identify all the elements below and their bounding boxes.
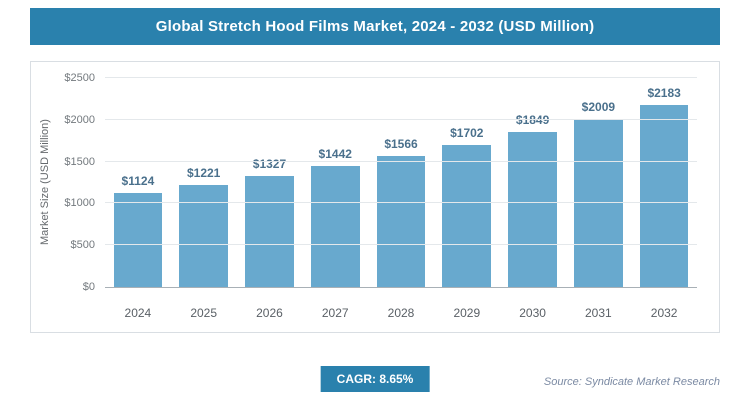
bar-cell: $2009 xyxy=(565,78,631,287)
x-tick-label: 2024 xyxy=(124,306,152,320)
gridline xyxy=(105,244,697,246)
bar-value-label: $1702 xyxy=(450,125,484,140)
y-tick-label: $2500 xyxy=(64,72,95,84)
bar-value-label: $2009 xyxy=(581,100,616,115)
bar-2025 xyxy=(179,184,228,287)
gridline xyxy=(105,202,697,204)
bar-value-label: $1849 xyxy=(515,113,550,128)
x-tick-label: 2030 xyxy=(519,306,546,320)
source-text: Source: Syndicate Market Research xyxy=(543,376,720,388)
chart-frame: Market Size (USD Million) $1124 $1221 $132… xyxy=(30,61,720,333)
gridline xyxy=(105,160,697,162)
cagr-badge: CAGR: 8.65% xyxy=(320,366,430,392)
bar-cell: $1124 xyxy=(105,78,171,287)
bar-value-label: $1221 xyxy=(186,165,221,180)
bar-2024 xyxy=(113,193,163,287)
y-tick-label: $0 xyxy=(82,281,95,293)
bar-2028 xyxy=(376,156,426,287)
x-tick-label: 2028 xyxy=(387,306,415,320)
gridline xyxy=(105,77,697,78)
bar-cell: $1702 xyxy=(434,78,500,287)
x-tick-label: 2026 xyxy=(256,306,283,320)
bar-value-label: $1124 xyxy=(121,174,155,189)
y-tick-label: $1500 xyxy=(64,155,95,168)
bar-cell: $1442 xyxy=(302,78,368,287)
bar-value-label: $1566 xyxy=(384,137,418,152)
x-tick-label: 2025 xyxy=(190,306,218,320)
bars-container: $1124 $1221 $1327 $1442 $1566 $1702 $1849 $2009… xyxy=(105,78,697,287)
bar-value-label: $1442 xyxy=(318,147,352,162)
x-axis-labels: 2024 2025 2026 2027 2028 2029 2030 2031 2032 xyxy=(105,306,697,320)
bar-cell: $1221 xyxy=(171,78,237,287)
bar-2032 xyxy=(639,104,689,287)
y-tick-label: $1000 xyxy=(64,197,95,210)
x-tick-label: 2031 xyxy=(585,306,612,320)
chart-title: Global Stretch Hood Films Market, 2024 -… xyxy=(155,18,595,35)
bar-value-label: $1327 xyxy=(252,157,287,172)
x-tick-label: 2027 xyxy=(321,306,349,320)
y-axis-title: Market Size (USD Million) xyxy=(39,119,51,245)
bar-2027 xyxy=(310,166,360,287)
y-tick-label: $500 xyxy=(70,239,95,252)
bar-value-label: $2183 xyxy=(647,85,681,100)
bar-2030 xyxy=(508,132,557,287)
gridline xyxy=(105,118,697,120)
chart-title-banner: Global Stretch Hood Films Market, 2024 -… xyxy=(30,8,720,45)
bar-cell: $1566 xyxy=(368,78,434,287)
y-tick-label: $2000 xyxy=(64,113,95,126)
bar-cell: $1327 xyxy=(237,78,303,287)
bar-2026 xyxy=(245,176,294,287)
x-tick-label: 2032 xyxy=(650,306,678,320)
plot-area: $1124 $1221 $1327 $1442 $1566 $1702 $1849 $2009… xyxy=(64,72,697,293)
x-tick-label: 2029 xyxy=(453,306,481,320)
bar-2029 xyxy=(442,144,492,287)
bar-cell: $1849 xyxy=(500,78,566,287)
bar-cell: $2183 xyxy=(631,78,697,287)
